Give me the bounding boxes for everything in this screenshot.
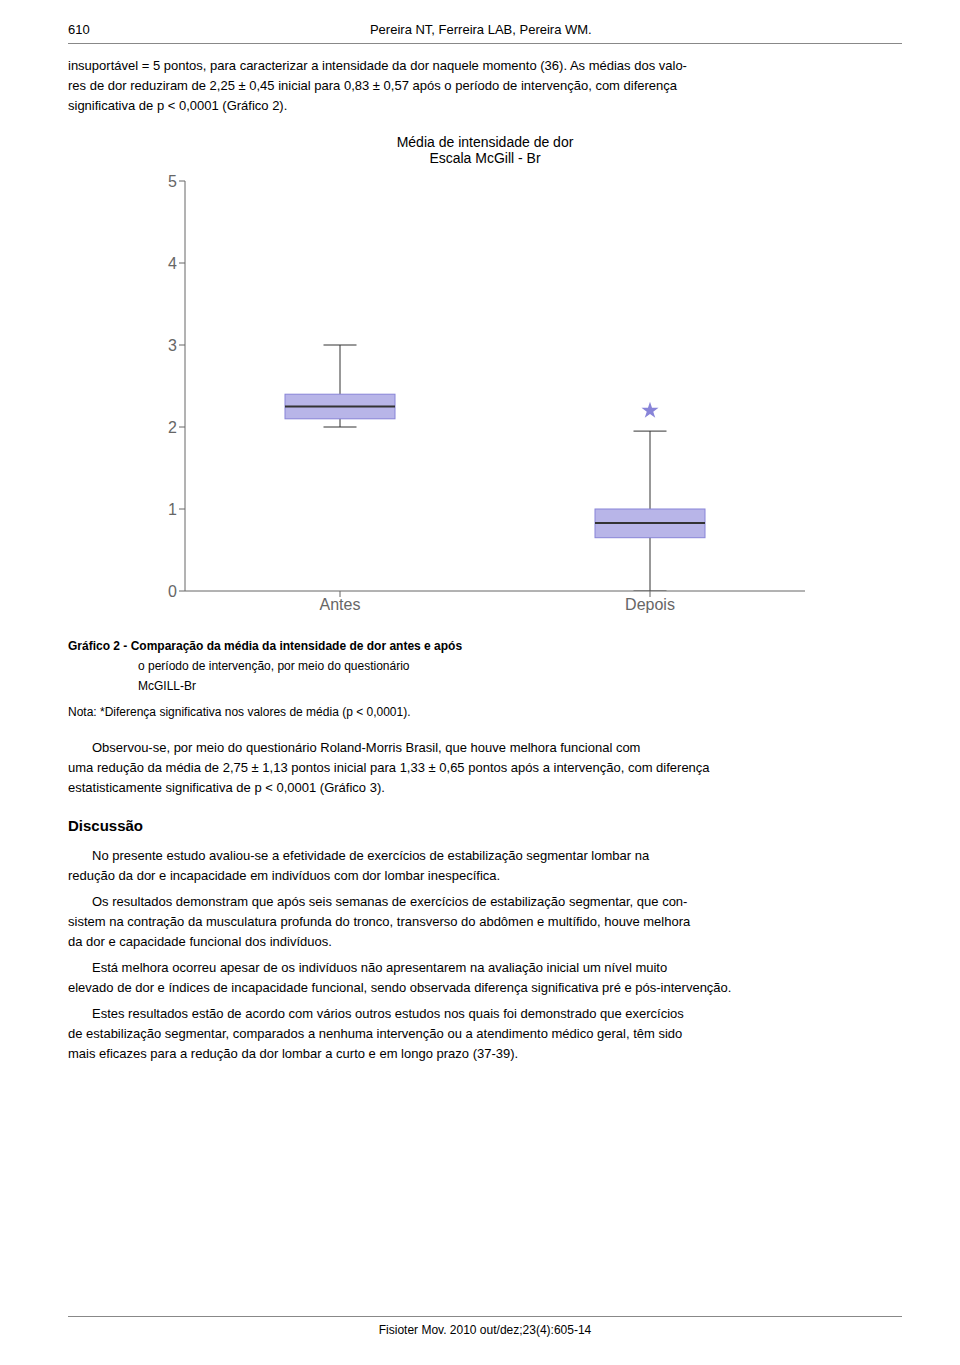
html-text:Gráfico 2 - Comparação da médi: Gráfico 2 - Comparação da média da inten… [68,639,463,653]
html-text:de estabilização segmentar, co: de estabilização segmentar, comparados a… [68,1026,683,1041]
html-text:o período de intervenção, por: o período de intervenção, por meio do qu… [138,659,410,673]
html-text:Média de intensidade de dor: Média de intensidade de dor [396,134,574,150]
svg-text:0: 0 [168,583,177,600]
html-text:significativa de p < 0,0001 (G: significativa de p < 0,0001 (Gráfico 2). [68,98,288,113]
html-text:elevado de dor e índices de in: elevado de dor e índices de incapacidade… [68,980,732,995]
html-text:Nota: *Diferença significativa: Nota: *Diferença significativa nos valor… [68,705,411,719]
html-text:sistem na contração da muscula: sistem na contração da musculatura profu… [68,914,691,929]
html-text:Os resultados demonstram que a: Os resultados demonstram que após seis s… [92,894,688,909]
html-text:Pereira NT, Ferreira LAB, Pere: Pereira NT, Ferreira LAB, Pereira WM. [370,22,592,37]
svg-text:4: 4 [168,255,177,272]
html-text:res de dor reduziram de 2,25 ±: res de dor reduziram de 2,25 ± 0,45 inic… [68,78,677,93]
html-text:mais eficazes para a redução d: mais eficazes para a redução da dor lomb… [68,1046,519,1061]
svg-text:Antes: Antes [320,596,361,613]
html-text:No presente estudo avaliou-se: No presente estudo avaliou-se a efetivid… [92,848,650,863]
html-text:Fisioter Mov. 2010 out/dez;23(: Fisioter Mov. 2010 out/dez;23(4):605-14 [378,1323,592,1337]
html-text:Está melhora ocorreu apesar de: Está melhora ocorreu apesar de os indiví… [92,960,668,975]
html-text:uma redução da média de 2,75 ±: uma redução da média de 2,75 ± 1,13 pont… [68,760,710,775]
html-text:Observou-se, por meio do quest: Observou-se, por meio do questionário Ro… [92,740,641,755]
html-text:redução da dor e incapacidade: redução da dor e incapacidade em indivíd… [68,868,501,883]
svg-text:5: 5 [168,173,177,190]
svg-text:3: 3 [168,337,177,354]
html-text:Discussão: Discussão [68,817,143,834]
html-text:Escala McGill - Br: Escala McGill - Br [429,150,541,166]
html-text:McGILL-Br: McGILL-Br [138,679,196,693]
svg-text:2: 2 [168,419,177,436]
html-text:da dor e capacidade funcional: da dor e capacidade funcional dos indiví… [68,934,332,949]
html-text:insuportável = 5 pontos, para: insuportável = 5 pontos, para caracteriz… [68,58,687,73]
svg-text:Depois: Depois [625,596,675,613]
svg-text:1: 1 [168,501,177,518]
html-text:estatisticamente significativa: estatisticamente significativa de p < 0,… [68,780,385,795]
html-text:610: 610 [68,22,90,37]
html-text:Estes resultados estão de acor: Estes resultados estão de acordo com vár… [92,1006,684,1021]
